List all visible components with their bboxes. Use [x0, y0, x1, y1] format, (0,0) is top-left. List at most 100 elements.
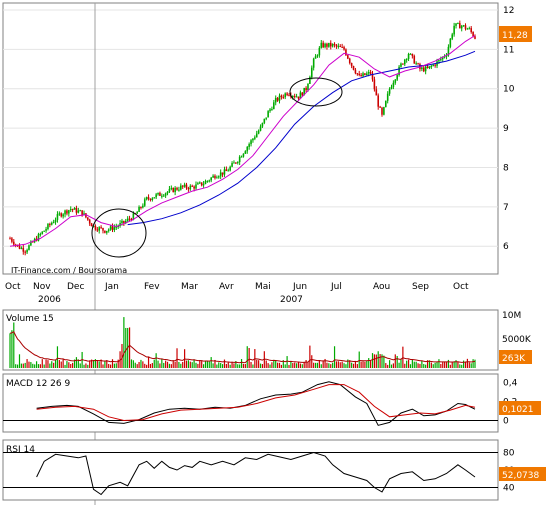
month-label-dec: Dec [67, 282, 84, 292]
volume-bar [15, 364, 17, 368]
price-candle [85, 213, 87, 218]
price-candle [168, 188, 171, 192]
price-candle [170, 187, 173, 189]
volume-bar [206, 360, 208, 368]
price-candle [71, 209, 74, 211]
price-candle [364, 73, 366, 76]
volume-bar [115, 363, 117, 368]
price-candle [453, 25, 455, 35]
price-candle [151, 198, 154, 200]
volume-bar [191, 362, 193, 368]
volume-bar [113, 363, 115, 368]
volume-bar [229, 364, 231, 368]
volume-bar [98, 361, 100, 368]
price-tick-10: 10 [503, 85, 515, 95]
volume-bar [41, 359, 43, 368]
price-candle [457, 23, 459, 25]
price-candle [402, 63, 404, 65]
price-candle [333, 43, 336, 45]
volume-bar [144, 363, 146, 368]
price-candle [22, 247, 25, 252]
volume-bar [24, 362, 26, 368]
price-candle [329, 42, 332, 47]
price-candle [60, 213, 63, 217]
price-candle [138, 206, 140, 212]
volume-bar [66, 361, 68, 368]
price-candle [379, 106, 381, 108]
volume-bar [290, 360, 292, 368]
volume-bar [28, 361, 30, 368]
price-candle [216, 177, 218, 179]
price-candle [73, 207, 76, 210]
price-candle [331, 43, 334, 47]
price-candle [407, 54, 410, 59]
volume-bar [373, 354, 376, 368]
volume-bar [409, 364, 412, 368]
rsi-title: RSI 14 [6, 445, 35, 455]
volume-bar [396, 355, 398, 368]
price-candle [231, 163, 233, 167]
volume-bar [379, 354, 381, 368]
price-candle [383, 107, 385, 115]
volume-bar [423, 364, 425, 368]
volume-bar [434, 362, 436, 368]
price-candle [438, 60, 440, 62]
rsi-tick: 80 [503, 449, 515, 459]
macd-last-badge [499, 401, 541, 415]
volume-bar [400, 359, 402, 368]
price-candle [400, 63, 402, 67]
price-candle [240, 156, 243, 158]
volume-bar [407, 359, 410, 368]
volume-bar [117, 359, 119, 368]
price-candle [180, 185, 182, 190]
price-candle [320, 42, 323, 48]
volume-bar [240, 359, 243, 368]
price-candle [299, 92, 302, 99]
volume-bar [297, 362, 300, 368]
volume-bar [136, 364, 138, 368]
price-candle [265, 117, 268, 119]
price-candle [189, 185, 192, 190]
price-tick-7: 7 [503, 203, 509, 213]
price-candle [286, 93, 288, 95]
price-candle [381, 107, 383, 115]
month-label-jul: Jul [330, 282, 342, 292]
volume-bar [104, 361, 106, 368]
volume-bar [324, 358, 326, 368]
price-candle [312, 58, 315, 68]
price-candle [130, 218, 133, 220]
volume-bar [318, 360, 320, 368]
price-candle [394, 79, 397, 83]
volume-bar [375, 354, 377, 368]
volume-bar [294, 362, 296, 368]
price-candle [246, 146, 249, 152]
volume-bar [242, 363, 245, 368]
price-candle [26, 249, 28, 253]
volume-bar [18, 354, 21, 368]
price-candle [409, 53, 412, 55]
volume-bar [354, 361, 357, 368]
price-candle [392, 82, 395, 88]
price-candle [462, 25, 465, 27]
price-candle [191, 185, 194, 187]
price-tick-9: 9 [503, 124, 509, 134]
volume-bar [411, 359, 413, 368]
volume-bar [461, 364, 463, 368]
volume-bar [337, 361, 339, 368]
volume-last-label: 263K [502, 354, 526, 364]
volume-bar [92, 360, 95, 368]
volume-bar [73, 359, 76, 368]
volume-bar [464, 361, 467, 368]
price-candle [388, 88, 391, 94]
price-candle [354, 69, 357, 74]
price-candle [369, 72, 372, 74]
price-candle [124, 220, 127, 223]
volume-bar [358, 351, 360, 368]
month-label-jan: Jan [104, 282, 119, 292]
volume-bar [440, 363, 442, 368]
price-candle [217, 176, 220, 178]
volume-bar [165, 360, 167, 368]
volume-bar [383, 355, 385, 368]
price-candle [197, 183, 199, 185]
price-candle [373, 79, 376, 90]
